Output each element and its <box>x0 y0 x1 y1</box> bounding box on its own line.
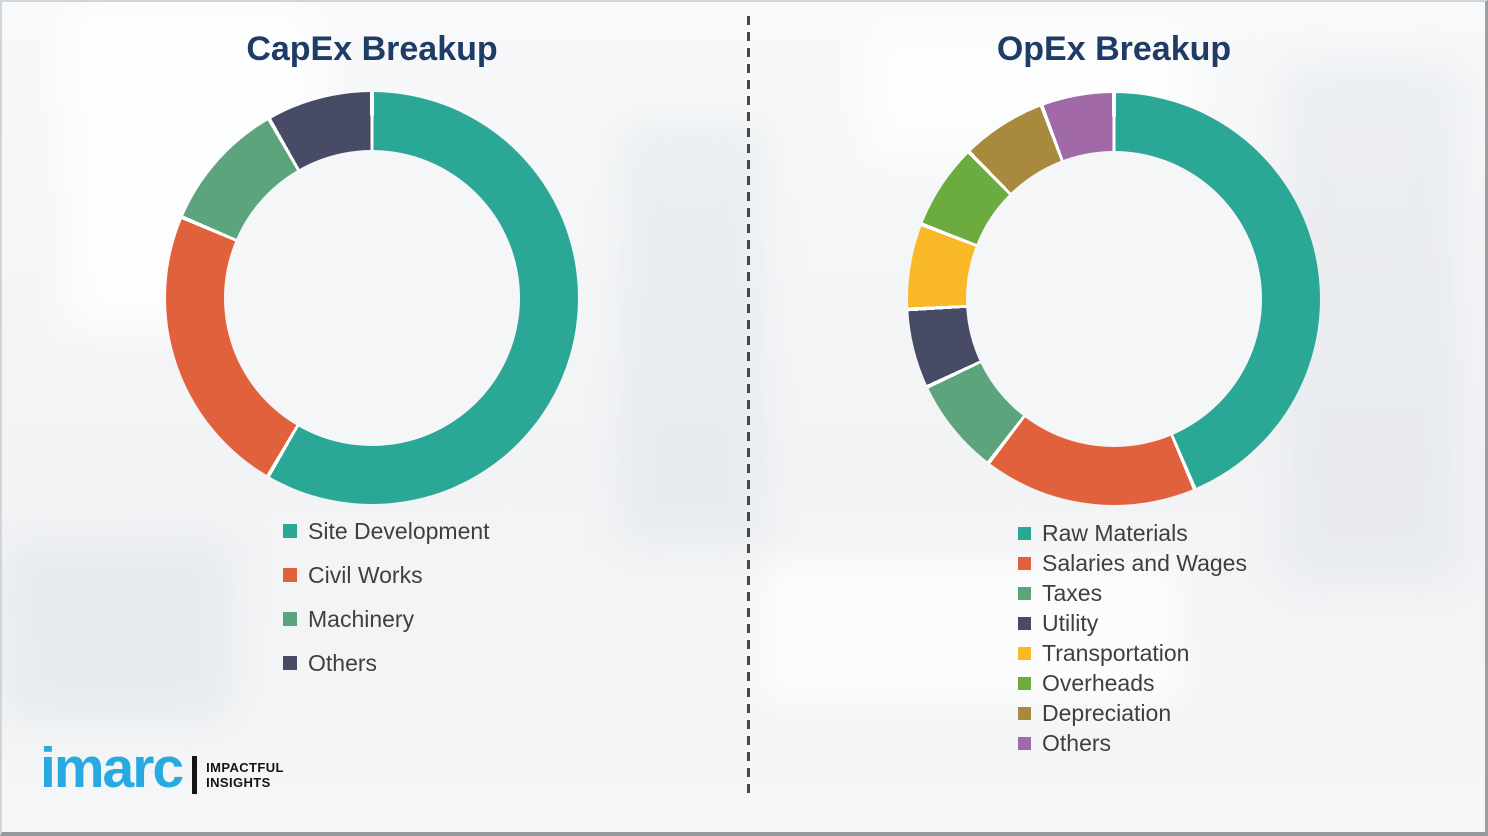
legend-label-site-development: Site Development <box>308 518 490 544</box>
legend-item-opex-others: Others <box>1018 730 1247 756</box>
imarc-logo: imarc IMPACTFUL INSIGHTS <box>40 738 284 798</box>
legend-item-utility: Utility <box>1018 610 1247 636</box>
legend-swatch-utility <box>1018 616 1031 630</box>
opex-legend: Raw Materials Salaries and Wages Taxes U… <box>1018 520 1247 756</box>
legend-item-site-development: Site Development <box>283 518 490 544</box>
opex-chart-title: OpEx Breakup <box>996 30 1232 68</box>
capex-legend: Site Development Civil Works Machinery O… <box>283 518 490 676</box>
legend-item-transportation: Transportation <box>1018 640 1247 666</box>
legend-label-salaries-and-wages: Salaries and Wages <box>1042 550 1247 576</box>
opex-donut-chart <box>908 93 1320 505</box>
legend-label-civil-works: Civil Works <box>308 562 423 588</box>
legend-label-overheads: Overheads <box>1042 670 1155 696</box>
legend-label-depreciation: Depreciation <box>1042 700 1172 726</box>
legend-swatch-capex-others <box>283 656 297 670</box>
imarc-tagline-line2: INSIGHTS <box>206 775 271 790</box>
legend-item-civil-works: Civil Works <box>283 562 490 588</box>
legend-swatch-opex-others <box>1018 736 1031 750</box>
background-watermark <box>2 542 232 722</box>
legend-swatch-depreciation <box>1018 706 1031 720</box>
legend-swatch-raw-materials <box>1018 526 1031 540</box>
legend-item-salaries-and-wages: Salaries and Wages <box>1018 550 1247 576</box>
capex-donut-chart <box>166 92 578 504</box>
legend-swatch-transportation <box>1018 646 1031 660</box>
legend-label-transportation: Transportation <box>1042 640 1190 666</box>
legend-label-raw-materials: Raw Materials <box>1042 520 1188 546</box>
legend-label-taxes: Taxes <box>1042 580 1103 606</box>
legend-swatch-site-development <box>283 524 297 538</box>
legend-swatch-overheads <box>1018 676 1031 690</box>
legend-label-utility: Utility <box>1042 610 1099 636</box>
legend-item-raw-materials: Raw Materials <box>1018 520 1247 546</box>
capex-chart-title: CapEx Breakup <box>246 30 498 68</box>
legend-item-machinery: Machinery <box>283 606 490 632</box>
legend-item-taxes: Taxes <box>1018 580 1247 606</box>
imarc-tagline-line1: IMPACTFUL <box>206 760 284 775</box>
imarc-logo-separator <box>192 756 198 794</box>
legend-swatch-machinery <box>283 612 297 626</box>
legend-label-machinery: Machinery <box>308 606 415 632</box>
legend-item-capex-others: Others <box>283 650 490 676</box>
legend-swatch-salaries-and-wages <box>1018 556 1031 570</box>
imarc-logo-wordmark: imarc <box>40 736 184 800</box>
capex-donut-hole <box>224 150 520 446</box>
legend-swatch-civil-works <box>283 568 297 582</box>
imarc-logo-tagline: IMPACTFUL INSIGHTS <box>206 760 284 790</box>
legend-swatch-taxes <box>1018 586 1031 600</box>
section-divider-dashed-line <box>747 16 750 797</box>
legend-label-capex-others: Others <box>308 650 378 676</box>
legend-item-overheads: Overheads <box>1018 670 1247 696</box>
opex-donut-hole <box>966 151 1262 447</box>
legend-label-opex-others: Others <box>1042 730 1112 756</box>
background-watermark <box>622 122 762 542</box>
legend-item-depreciation: Depreciation <box>1018 700 1247 726</box>
